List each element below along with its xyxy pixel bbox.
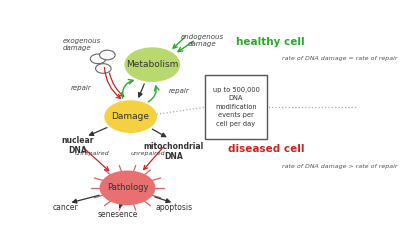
Text: exogenous
damage: exogenous damage — [62, 38, 101, 51]
Text: repair: repair — [71, 85, 91, 91]
Text: healthy cell: healthy cell — [236, 36, 304, 46]
Ellipse shape — [124, 47, 180, 82]
Text: endogenous
damage: endogenous damage — [180, 34, 224, 47]
Text: repair: repair — [168, 88, 189, 94]
Text: cancer: cancer — [53, 202, 78, 211]
Text: nuclear
DNA: nuclear DNA — [62, 136, 94, 155]
Text: Pathology: Pathology — [107, 183, 148, 192]
Text: senesence: senesence — [98, 210, 138, 219]
Text: rate of DNA damage > rate of repair: rate of DNA damage > rate of repair — [282, 164, 398, 169]
Text: Metabolism: Metabolism — [126, 60, 178, 69]
Circle shape — [100, 50, 115, 60]
Circle shape — [90, 54, 106, 64]
Text: apoptosis: apoptosis — [156, 202, 192, 211]
Circle shape — [96, 64, 111, 73]
FancyBboxPatch shape — [205, 75, 267, 139]
Text: mitochondrial
DNA: mitochondrial DNA — [144, 142, 204, 161]
Text: unrepaired: unrepaired — [74, 151, 109, 156]
Text: unrepaired: unrepaired — [130, 151, 165, 156]
Ellipse shape — [104, 100, 157, 133]
Text: Damage: Damage — [112, 112, 150, 121]
Text: rate of DNA damage = rate of repair: rate of DNA damage = rate of repair — [282, 56, 398, 61]
Text: up to 500,000
DNA
modification
events per
cell per day: up to 500,000 DNA modification events pe… — [212, 87, 260, 127]
Text: diseased cell: diseased cell — [228, 144, 304, 154]
Ellipse shape — [100, 170, 155, 205]
